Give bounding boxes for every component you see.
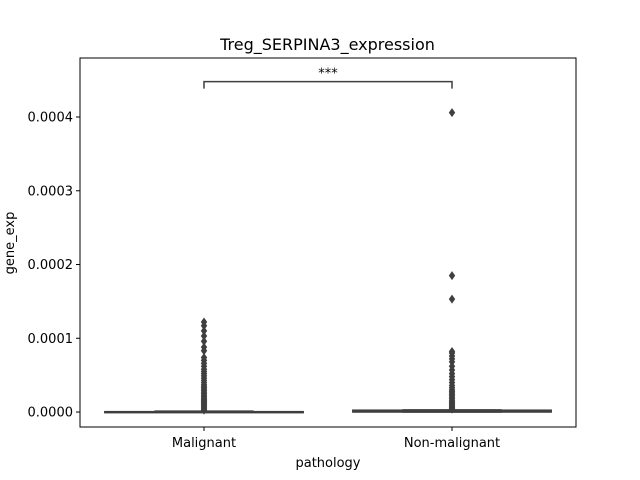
box-non-malignant xyxy=(352,108,552,414)
axes-frame xyxy=(79,57,577,428)
significance-bracket xyxy=(203,80,453,89)
y-tick-label: 0.0004 xyxy=(28,111,74,126)
y-tick-label: 0.0002 xyxy=(28,258,74,273)
outlier-point xyxy=(448,347,456,357)
chart-title: Treg_SERPINA3_expression xyxy=(219,35,435,55)
y-tick-label: 0.0003 xyxy=(28,184,74,199)
y-axis-label: gene_exp xyxy=(3,212,18,275)
significance-label: *** xyxy=(318,67,338,82)
x-tick-label: Non-malignant xyxy=(404,436,500,451)
outlier-point xyxy=(200,317,208,327)
y-tick-label: 0.0000 xyxy=(28,406,74,421)
outlier-point xyxy=(448,271,456,281)
outlier-point xyxy=(448,294,456,304)
plot-area: 0.0000 0.0001 0.0002 0.0003 0.0004 Malignant N… xyxy=(28,67,552,451)
outlier-point xyxy=(200,342,208,352)
outlier-point xyxy=(200,326,208,336)
box-malignant xyxy=(104,317,304,415)
x-tick-label: Malignant xyxy=(172,436,236,451)
y-tick-label: 0.0001 xyxy=(28,332,74,347)
outlier-point xyxy=(200,352,208,362)
outlier-point xyxy=(448,108,456,118)
outlier-point xyxy=(200,331,208,341)
outlier-point xyxy=(200,336,208,346)
x-axis-label: pathology xyxy=(295,456,360,471)
